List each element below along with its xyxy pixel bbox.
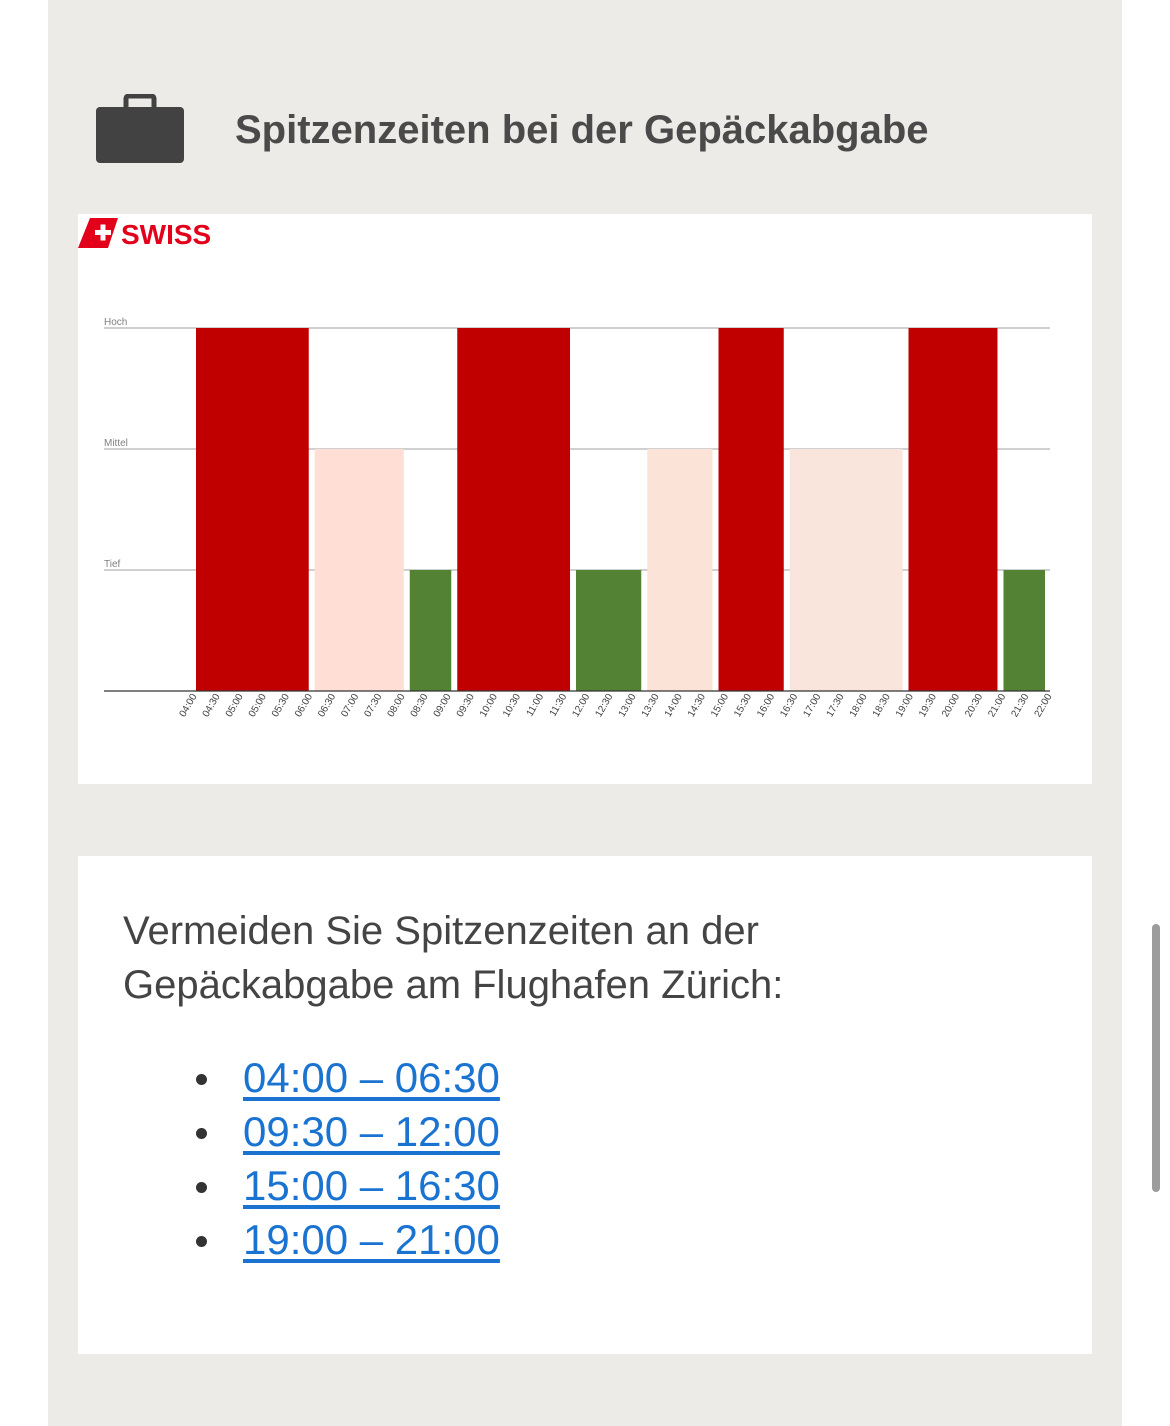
page-panel: Spitzenzeiten bei der Gepäckabgabe Tief M… bbox=[48, 0, 1122, 1426]
x-tick-label: 04:00 bbox=[178, 692, 200, 720]
chart-bar bbox=[196, 328, 309, 691]
x-tick-label: 17:30 bbox=[825, 692, 847, 720]
x-tick-label: 21:00 bbox=[986, 692, 1008, 720]
x-tick-label: 16:00 bbox=[755, 692, 777, 720]
x-tick-label: 05:00 bbox=[224, 692, 246, 720]
x-tick-label: 18:30 bbox=[871, 692, 893, 720]
y-level-label: Tief bbox=[104, 559, 121, 570]
bullet-icon bbox=[196, 1236, 207, 1247]
swiss-logo-text: SWISS bbox=[121, 219, 211, 250]
bullet-icon bbox=[196, 1074, 207, 1085]
swiss-logo: SWISS bbox=[78, 218, 211, 250]
x-tick-label: 12:30 bbox=[594, 692, 616, 720]
briefcase-icon bbox=[96, 94, 184, 163]
chart-bar bbox=[908, 328, 998, 691]
bullet-icon bbox=[196, 1128, 207, 1139]
chart-bar bbox=[576, 570, 642, 691]
chart-bar bbox=[789, 449, 903, 691]
chart-bar bbox=[314, 449, 404, 691]
x-tick-label: 20:30 bbox=[963, 692, 985, 720]
x-tick-label: 12:00 bbox=[570, 692, 592, 720]
x-tick-label: 14:00 bbox=[663, 692, 685, 720]
x-tick-label: 14:30 bbox=[686, 692, 708, 720]
peak-times-chart-card: Tief Mittel Hoch 04:00 04:30 05:00 05:00 05:30 0… bbox=[78, 214, 1092, 784]
x-tick-label: 11:30 bbox=[548, 692, 570, 719]
y-level-label: Hoch bbox=[104, 317, 127, 328]
peak-time-link[interactable]: 15:00 – 16:30 bbox=[243, 1162, 500, 1209]
x-tick-label: 07:00 bbox=[339, 692, 361, 720]
x-tick-label: 22:00 bbox=[1033, 692, 1055, 720]
x-tick-label: 06:00 bbox=[293, 692, 315, 720]
x-tick-label: 08:30 bbox=[409, 692, 431, 720]
x-tick-label: 05:00 bbox=[247, 692, 269, 720]
page-title: Spitzenzeiten bei der Gepäckabgabe bbox=[235, 108, 929, 152]
x-tick-label: 18:00 bbox=[848, 692, 870, 720]
x-tick-label: 09:30 bbox=[455, 692, 477, 720]
x-tick-label: 10:30 bbox=[501, 692, 523, 720]
x-tick-label: 05:30 bbox=[270, 692, 292, 720]
x-tick-label: 19:00 bbox=[894, 692, 916, 720]
x-tick-label: 16:30 bbox=[778, 692, 800, 720]
chart-bar bbox=[647, 449, 713, 691]
section-header: Spitzenzeiten bei der Gepäckabgabe bbox=[48, 80, 1122, 180]
x-tick-label: 08:00 bbox=[386, 692, 408, 720]
chart-bar bbox=[409, 570, 452, 691]
chart-bar bbox=[1003, 570, 1045, 691]
y-level-label: Mittel bbox=[104, 438, 128, 449]
intro-text: Vermeiden Sie Spitzenzeiten an der Gepäc… bbox=[123, 909, 784, 1007]
x-tick-label: 13:00 bbox=[617, 692, 639, 720]
x-tick-label: 19:30 bbox=[917, 692, 939, 720]
peak-times-info-card: Vermeiden Sie Spitzenzeiten an der Gepäc… bbox=[78, 856, 1092, 1354]
x-tick-label: 07:30 bbox=[362, 692, 384, 720]
x-tick-label: 17:00 bbox=[801, 692, 823, 720]
scrollbar[interactable] bbox=[1152, 924, 1160, 1192]
x-tick-label: 04:30 bbox=[201, 692, 223, 720]
x-tick-label: 06:30 bbox=[316, 692, 338, 720]
peak-time-link[interactable]: 04:00 – 06:30 bbox=[243, 1054, 500, 1101]
peak-time-link[interactable]: 09:30 – 12:00 bbox=[243, 1108, 500, 1155]
chart-bar bbox=[718, 328, 784, 691]
x-tick-label: 20:00 bbox=[940, 692, 962, 720]
peak-time-link[interactable]: 19:00 – 21:00 bbox=[243, 1216, 500, 1263]
bullet-icon bbox=[196, 1182, 207, 1193]
x-tick-label: 21:30 bbox=[1009, 692, 1031, 720]
chart-bar bbox=[457, 328, 570, 691]
x-tick-label: 13:30 bbox=[640, 692, 662, 720]
x-tick-label: 10:00 bbox=[478, 692, 500, 720]
x-tick-label: 09:00 bbox=[432, 692, 454, 720]
x-tick-label: 15:00 bbox=[709, 692, 731, 720]
x-tick-label: 11:00 bbox=[525, 692, 547, 719]
x-tick-label: 15:30 bbox=[732, 692, 754, 720]
